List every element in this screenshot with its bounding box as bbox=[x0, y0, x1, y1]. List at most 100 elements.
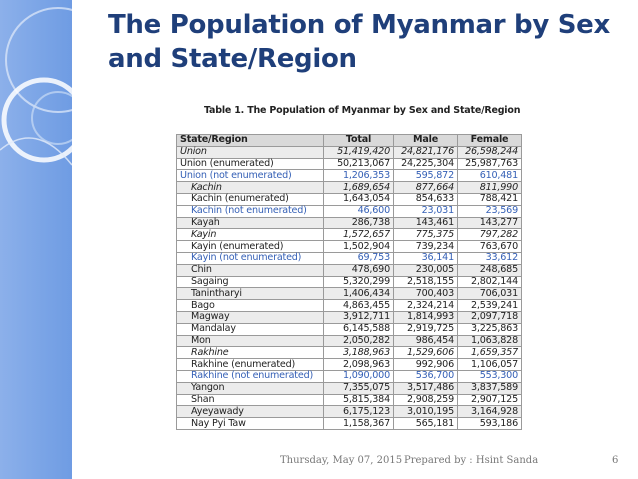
cell-female: 706,031 bbox=[457, 287, 522, 301]
footer-date: Thursday, May 07, 2015 bbox=[280, 455, 403, 466]
cell-female: 23,569 bbox=[457, 204, 522, 218]
population-table: State/Region Total Male Female Union 51,4… bbox=[176, 134, 522, 430]
cell-female: 2,802,144 bbox=[457, 275, 522, 289]
cell-female: 25,987,763 bbox=[457, 157, 522, 171]
cell-male: 2,324,214 bbox=[393, 299, 458, 312]
table-body: Union 51,419,420 24,821,176 26,598,244 Union… bbox=[176, 145, 522, 430]
cell-state-region: Sagaing bbox=[176, 275, 324, 289]
table-row: Ayeyawady 6,175,123 3,010,195 3,164,928 bbox=[176, 405, 522, 419]
table-row: Chin 478,690 230,005 248,685 bbox=[176, 263, 522, 277]
cell-state-region: Union bbox=[176, 145, 324, 159]
cell-male: 2,518,155 bbox=[393, 275, 458, 289]
cell-female: 610,481 bbox=[457, 169, 522, 183]
table-row: Union (enumerated) 50,213,067 24,225,304 25… bbox=[176, 157, 522, 171]
cell-state-region: Kayin (enumerated) bbox=[176, 240, 324, 253]
cell-state-region: Nay Pyi Taw bbox=[176, 417, 324, 430]
cell-female: 3,164,928 bbox=[457, 405, 522, 419]
header-state-region: State/Region bbox=[176, 134, 324, 147]
slide-title: The Population of Myanmar by Sex and Sta… bbox=[108, 10, 610, 74]
cell-total: 3,912,711 bbox=[323, 310, 394, 324]
table-row: Kayin 1,572,657 775,375 797,282 bbox=[176, 228, 522, 242]
cell-male: 23,031 bbox=[393, 204, 458, 218]
cell-total: 286,738 bbox=[323, 216, 394, 230]
table-row: Kayin (enumerated) 1,502,904 739,234 763,67… bbox=[176, 240, 522, 253]
cell-male: 2,919,725 bbox=[393, 322, 458, 336]
cell-female: 26,598,244 bbox=[457, 145, 522, 159]
cell-female: 33,612 bbox=[457, 251, 522, 265]
cell-total: 46,600 bbox=[323, 204, 394, 218]
cell-female: 1,106,057 bbox=[457, 358, 522, 371]
cell-total: 4,863,455 bbox=[323, 299, 394, 312]
cell-total: 1,090,000 bbox=[323, 369, 394, 383]
cell-female: 3,225,863 bbox=[457, 322, 522, 336]
decorative-side-band bbox=[0, 0, 72, 479]
cell-state-region: Tanintharyi bbox=[176, 287, 324, 301]
cell-male: 230,005 bbox=[393, 263, 458, 277]
cell-male: 986,454 bbox=[393, 334, 458, 348]
cell-female: 788,421 bbox=[457, 192, 522, 206]
cell-state-region: Kayin bbox=[176, 228, 324, 242]
cell-state-region: Rakhine (enumerated) bbox=[176, 358, 324, 371]
cell-male: 700,403 bbox=[393, 287, 458, 301]
header-total: Total bbox=[323, 134, 394, 147]
cell-total: 478,690 bbox=[323, 263, 394, 277]
cell-female: 1,659,357 bbox=[457, 346, 522, 360]
cell-female: 797,282 bbox=[457, 228, 522, 242]
cell-female: 248,685 bbox=[457, 263, 522, 277]
table-header-row: State/Region Total Male Female bbox=[176, 134, 522, 147]
cell-male: 565,181 bbox=[393, 417, 458, 430]
table-row: Shan 5,815,384 2,908,259 2,907,125 bbox=[176, 393, 522, 407]
cell-total: 2,050,282 bbox=[323, 334, 394, 348]
cell-total: 1,502,904 bbox=[323, 240, 394, 253]
cell-total: 5,815,384 bbox=[323, 393, 394, 407]
cell-total: 1,406,434 bbox=[323, 287, 394, 301]
footer-prepared-by: Prepared by : Hsint Sanda bbox=[404, 455, 539, 466]
cell-total: 2,098,963 bbox=[323, 358, 394, 371]
cell-state-region: Kayah bbox=[176, 216, 324, 230]
cell-female: 811,990 bbox=[457, 181, 522, 194]
cell-male: 854,633 bbox=[393, 192, 458, 206]
cell-state-region: Mandalay bbox=[176, 322, 324, 336]
cell-state-region: Rakhine (not enumerated) bbox=[176, 369, 324, 383]
cell-state-region: Union (enumerated) bbox=[176, 157, 324, 171]
cell-total: 5,320,299 bbox=[323, 275, 394, 289]
table-row: Bago 4,863,455 2,324,214 2,539,241 bbox=[176, 299, 522, 312]
cell-state-region: Kayin (not enumerated) bbox=[176, 251, 324, 265]
cell-state-region: Kachin (not enumerated) bbox=[176, 204, 324, 218]
table-row: Kachin (not enumerated) 46,600 23,031 23,56… bbox=[176, 204, 522, 218]
table-row: Nay Pyi Taw 1,158,367 565,181 593,186 bbox=[176, 417, 522, 430]
cell-total: 1,689,654 bbox=[323, 181, 394, 194]
table-row: Magway 3,912,711 1,814,993 2,097,718 bbox=[176, 310, 522, 324]
table-row: Kayah 286,738 143,461 143,277 bbox=[176, 216, 522, 230]
cell-total: 1,643,054 bbox=[323, 192, 394, 206]
cell-total: 1,572,657 bbox=[323, 228, 394, 242]
cell-female: 553,300 bbox=[457, 369, 522, 383]
cell-state-region: Magway bbox=[176, 310, 324, 324]
table-caption: Table 1. The Population of Myanmar by Se… bbox=[204, 105, 521, 116]
cell-male: 2,908,259 bbox=[393, 393, 458, 407]
cell-male: 1,814,993 bbox=[393, 310, 458, 324]
decorative-circles bbox=[0, 7, 72, 166]
cell-male: 775,375 bbox=[393, 228, 458, 242]
cell-female: 3,837,589 bbox=[457, 381, 522, 395]
cell-state-region: Chin bbox=[176, 263, 324, 277]
cell-state-region: Mon bbox=[176, 334, 324, 348]
cell-state-region: Kachin (enumerated) bbox=[176, 192, 324, 206]
cell-male: 595,872 bbox=[393, 169, 458, 183]
cell-total: 6,175,123 bbox=[323, 405, 394, 419]
table-row: Sagaing 5,320,299 2,518,155 2,802,144 bbox=[176, 275, 522, 289]
table-row: Rakhine (not enumerated) 1,090,000 536,700… bbox=[176, 369, 522, 383]
cell-male: 36,141 bbox=[393, 251, 458, 265]
table-row: Mandalay 6,145,588 2,919,725 3,225,863 bbox=[176, 322, 522, 336]
cell-total: 50,213,067 bbox=[323, 157, 394, 171]
cell-total: 3,188,963 bbox=[323, 346, 394, 360]
cell-female: 1,063,828 bbox=[457, 334, 522, 348]
table-row: Mon 2,050,282 986,454 1,063,828 bbox=[176, 334, 522, 348]
cell-state-region: Union (not enumerated) bbox=[176, 169, 324, 183]
cell-female: 593,186 bbox=[457, 417, 522, 430]
header-male: Male bbox=[393, 134, 458, 147]
table-row: Kachin 1,689,654 877,664 811,990 bbox=[176, 181, 522, 194]
cell-male: 24,225,304 bbox=[393, 157, 458, 171]
table-row: Rakhine 3,188,963 1,529,606 1,659,357 bbox=[176, 346, 522, 360]
cell-male: 1,529,606 bbox=[393, 346, 458, 360]
